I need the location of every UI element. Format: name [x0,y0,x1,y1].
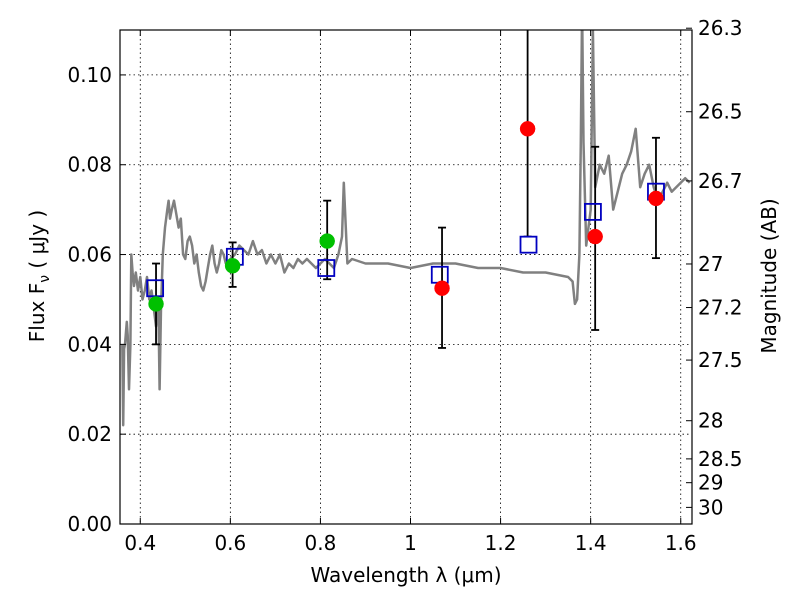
y2-axis-label: Magnitude (AB) [757,198,781,353]
green-flux-point [148,296,164,312]
observed-photometry-layer [148,121,664,312]
x-tick-label: 1.4 [575,531,607,555]
x-tick-label: 1.6 [665,531,697,555]
green-flux-point [224,258,241,274]
y-tick-label: 0.06 [67,243,112,267]
x-tick-label: 1 [404,531,417,555]
red-flux-point [434,280,450,296]
plot-frame [119,29,693,525]
y-axis-label: Flux Fν ( μJy ) [25,210,53,342]
y2-tick-label: 28.5 [698,447,743,471]
model-spectrum-layer [121,30,691,427]
model-flux-square [146,279,165,298]
y-axis-label-main: Flux F [25,283,49,342]
x-tick-label: 0.4 [124,531,156,555]
y-tick-label: 0.04 [67,332,112,356]
model-flux-square [519,235,538,254]
y-tick-label: 0.02 [67,422,112,446]
y2-tick-label: 27 [698,252,723,276]
x-axis-ticks: 0.4 0.6 0.8 1 1.2 1.4 1.6 [124,30,697,555]
y-axis-label-units: ( μJy ) [25,210,49,275]
model-flux-square [317,259,336,277]
red-flux-point [519,121,536,137]
y-tick-label: 0.00 [67,512,112,536]
y2-tick-label: 27.2 [698,296,743,320]
y2-tick-label: 27.5 [698,348,743,372]
y2-tick-label: 26.3 [698,16,743,40]
model-flux-square [584,202,602,221]
y2-tick-label: 29 [698,471,723,495]
y2-tick-label: 28 [698,409,723,433]
x-tick-label: 0.8 [305,531,337,555]
y2-tick-label: 30 [698,495,723,519]
model-flux-square [430,265,449,284]
y2-tick-label: 26.7 [698,169,743,193]
x-axis-label: Wavelength λ (μm) [310,563,501,587]
x-tick-label: 1.2 [485,531,517,555]
y2-tick-label: 26.5 [698,100,743,124]
x-tick-label: 0.6 [214,531,246,555]
y-tick-label: 0.10 [67,63,112,87]
model-spectrum-line [121,30,691,427]
y-axis-ticks: 0.00 0.02 0.04 0.06 0.08 0.10 [67,63,126,536]
red-flux-point [587,228,603,245]
red-flux-point [648,190,664,207]
y-axis-label-subscript: ν [37,275,53,283]
y-tick-label: 0.08 [67,153,112,177]
green-flux-point [319,233,335,249]
